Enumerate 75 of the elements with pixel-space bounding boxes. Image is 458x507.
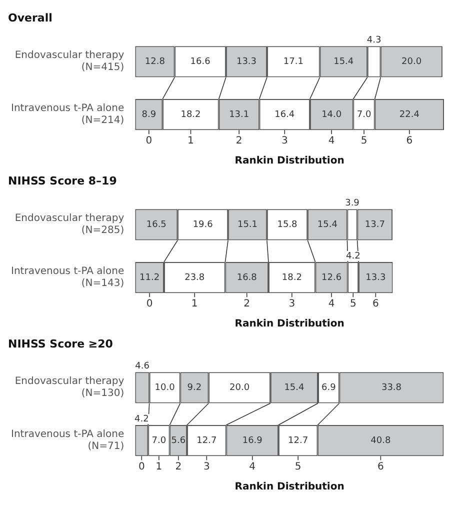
data-label: 18.2: [282, 272, 302, 283]
series-label: 6: [378, 462, 384, 473]
data-label: 13.3: [366, 272, 386, 283]
data-label: 4.3: [366, 35, 382, 46]
y-tick-label: Intravenous t-PA alone (N=71): [11, 429, 124, 452]
data-label: 15.8: [277, 220, 298, 230]
chart-title: NIHSS Score ≥20: [8, 337, 114, 350]
data-label: 12.8: [144, 56, 166, 67]
data-label: 33.8: [381, 382, 402, 393]
series-label: 2: [244, 298, 250, 310]
data-label: 16.5: [146, 220, 166, 230]
series-label: 6: [406, 136, 413, 147]
data-label: 40.8: [370, 436, 391, 446]
y-tick-label: Intravenous t-PA alone (N=214): [11, 103, 124, 126]
chart-title: NIHSS Score 8–19: [8, 174, 117, 188]
data-label: 4.2: [346, 251, 360, 262]
data-label: 12.7: [196, 436, 217, 446]
series-label: 3: [281, 136, 288, 147]
data-label: 13.3: [236, 56, 257, 67]
data-label: 15.4: [284, 382, 304, 393]
series-label: 0: [146, 298, 153, 310]
series-label: 5: [294, 462, 302, 473]
data-label: 15.4: [317, 220, 338, 230]
series-label: 4: [328, 136, 335, 147]
series-label: 3: [288, 298, 296, 310]
data-label: 12.7: [288, 436, 308, 446]
data-label: 20.0: [402, 56, 422, 67]
data-label: 5.6: [171, 436, 186, 446]
series-label: 2: [175, 462, 182, 473]
data-label: 9.2: [187, 382, 202, 393]
series-label: 5: [350, 298, 356, 310]
data-label: 6.9: [321, 382, 336, 393]
series-label: 2: [236, 136, 242, 147]
data-label: 4.2: [134, 414, 149, 424]
data-label: 12.6: [322, 272, 342, 283]
series-label: 1: [156, 462, 162, 473]
data-label: 19.6: [192, 220, 214, 230]
data-label: 22.4: [399, 110, 420, 120]
series-label: 4: [328, 298, 335, 310]
data-label: 20.0: [230, 382, 250, 393]
data-label: 13.1: [229, 110, 250, 120]
data-label: 13.7: [364, 220, 385, 230]
data-label: 16.9: [242, 436, 263, 446]
data-label: 23.8: [184, 272, 205, 283]
data-label: 18.2: [180, 110, 201, 120]
y-tick-label: Endovascular therapy (N=415): [14, 50, 124, 74]
data-label: 4.6: [135, 361, 150, 372]
data-label: 8.9: [142, 110, 156, 120]
data-label: 15.4: [334, 56, 354, 67]
data-label: 3.9: [345, 198, 360, 208]
series-label: 1: [191, 298, 198, 310]
series-label: 6: [372, 298, 379, 310]
data-label: 7.0: [356, 110, 372, 120]
x-axis-title: Rankin Distribution: [234, 156, 344, 167]
x-axis-title: Rankin Distribution: [234, 482, 344, 493]
data-label: 7.0: [152, 436, 166, 446]
data-label: 15.1: [237, 220, 258, 230]
series-label: 0: [138, 462, 145, 473]
series-label: 0: [146, 136, 152, 147]
series-label: 3: [203, 462, 210, 473]
series-label: 5: [360, 136, 368, 147]
y-tick-label: Endovascular therapy (N=285): [14, 213, 124, 236]
data-label: 16.6: [190, 56, 211, 67]
data-label: 17.1: [283, 56, 304, 67]
data-label: 16.4: [274, 110, 295, 120]
data-label: 11.2: [140, 272, 160, 283]
data-label: 14.0: [322, 110, 342, 120]
text: Overall: [8, 11, 52, 24]
y-tick-label: Intravenous t-PA alone (N=143): [11, 266, 124, 290]
series-label: 1: [188, 136, 194, 147]
series-label: 4: [249, 462, 256, 473]
x-axis-title: Rankin Distribution: [234, 318, 344, 330]
data-label: 16.8: [236, 272, 258, 283]
y-tick-label: Endovascular therapy (N=130): [14, 376, 124, 400]
data-label: 10.0: [154, 382, 176, 393]
